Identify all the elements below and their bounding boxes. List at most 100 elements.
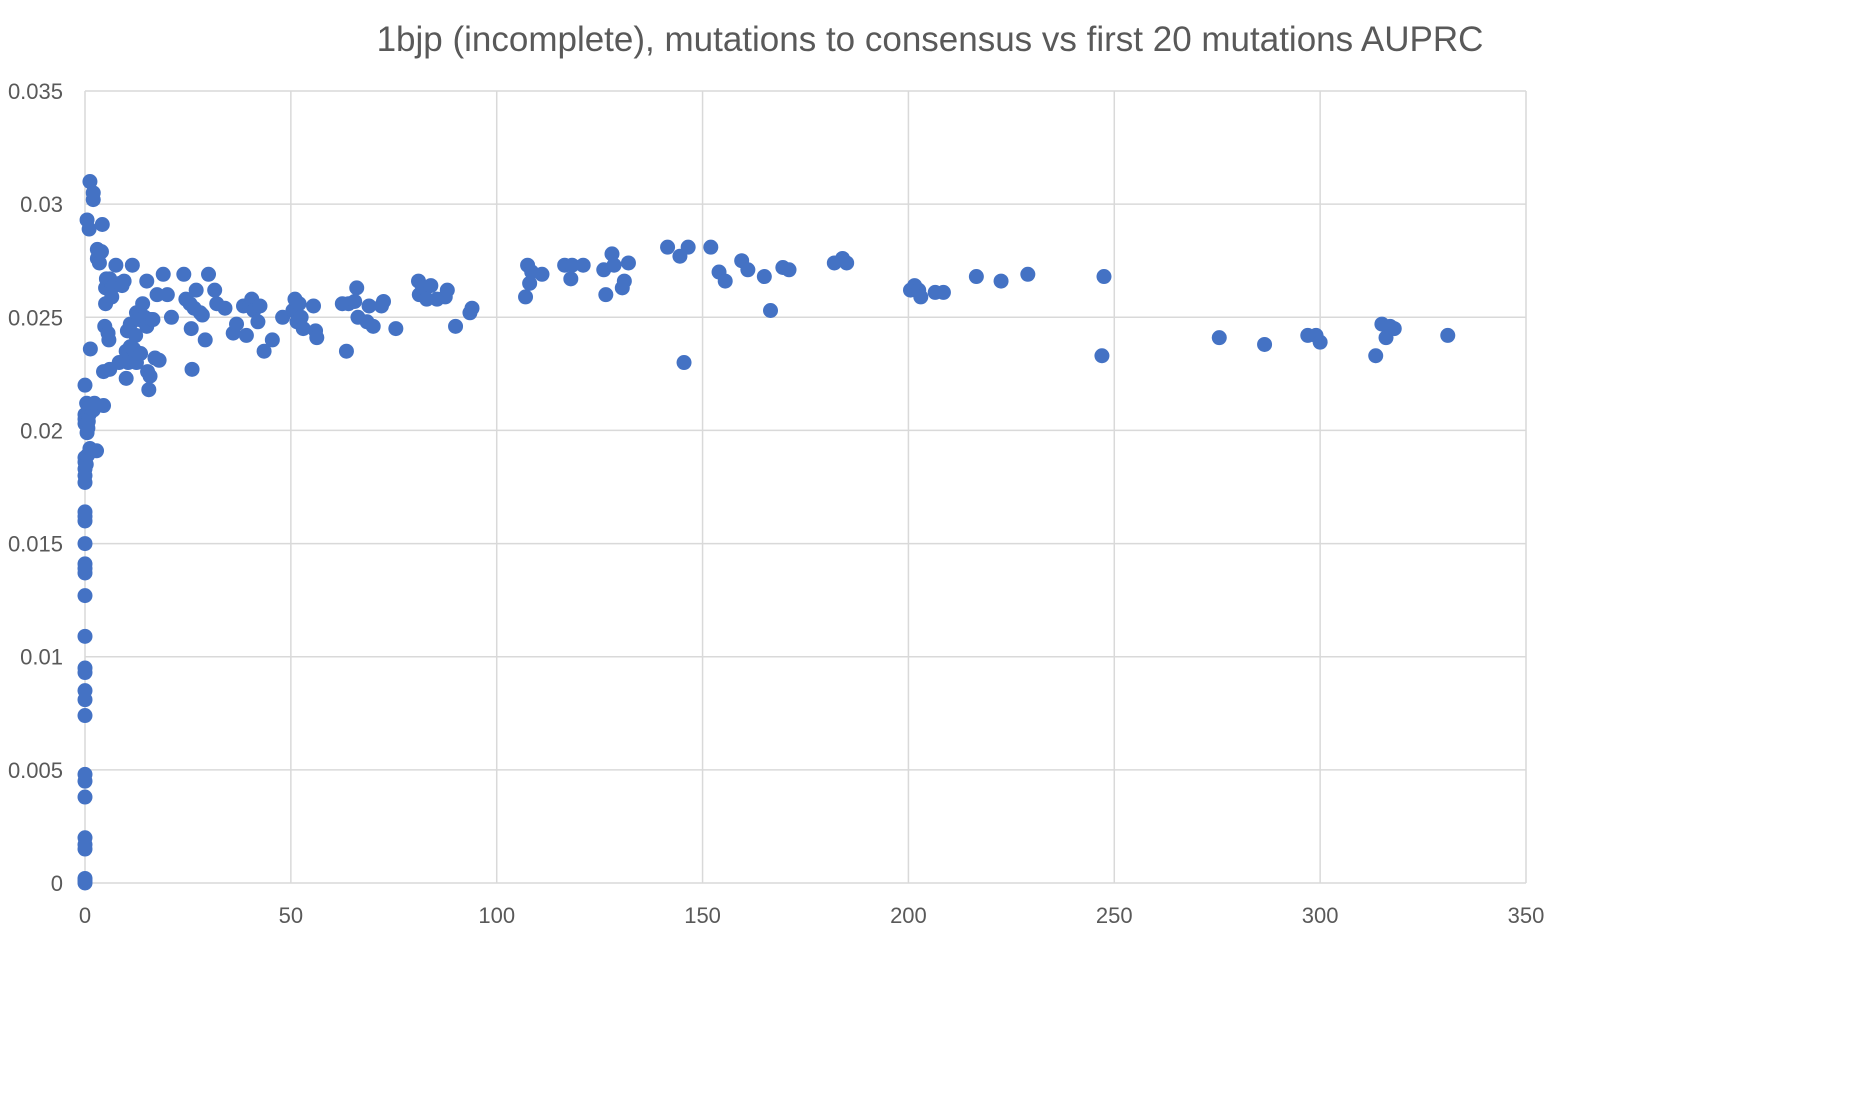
data-point — [116, 273, 132, 289]
y-tick-label: 0.025 — [8, 305, 63, 330]
data-point — [89, 443, 105, 459]
data-point — [151, 352, 167, 368]
data-point — [128, 327, 144, 343]
y-tick-labels: 0 0.005 0.01 0.015 0.02 0.025 0.03 0.035 — [8, 79, 63, 896]
data-point — [365, 318, 381, 334]
data-point — [101, 332, 117, 348]
data-point — [740, 262, 756, 278]
data-point — [77, 628, 93, 644]
data-point — [163, 309, 179, 325]
data-point — [93, 244, 109, 260]
data-point — [606, 257, 622, 273]
y-tick-label: 0.01 — [20, 645, 63, 670]
data-point — [183, 321, 199, 337]
data-point — [108, 257, 124, 273]
data-point — [217, 300, 233, 316]
data-point — [142, 368, 158, 384]
data-point — [85, 185, 101, 201]
data-point — [563, 271, 579, 287]
data-point — [81, 221, 97, 237]
data-point — [207, 282, 223, 298]
data-point — [347, 293, 363, 309]
data-point — [1440, 327, 1456, 343]
data-point — [419, 291, 435, 307]
data-point — [250, 314, 266, 330]
data-point — [993, 273, 1009, 289]
data-point — [176, 266, 192, 282]
data-point — [145, 312, 161, 328]
x-tick-label: 300 — [1302, 903, 1339, 928]
data-point — [1386, 321, 1402, 337]
data-point — [781, 262, 797, 278]
data-point — [660, 239, 676, 255]
data-point — [77, 766, 93, 782]
data-point — [703, 239, 719, 255]
data-point — [564, 257, 580, 273]
y-tick-label: 0.02 — [20, 418, 63, 443]
data-point — [82, 341, 98, 357]
data-points — [77, 174, 1456, 891]
data-point — [77, 683, 93, 699]
data-point — [104, 289, 120, 305]
data-point — [306, 298, 322, 314]
data-point — [77, 870, 93, 886]
data-point — [264, 332, 280, 348]
data-point — [1257, 336, 1273, 352]
data-point — [680, 239, 696, 255]
data-point — [77, 556, 93, 572]
data-point — [133, 345, 149, 361]
data-point — [1096, 269, 1112, 285]
data-point — [159, 287, 175, 303]
data-point — [77, 830, 93, 846]
data-point — [522, 275, 538, 291]
data-point — [375, 293, 391, 309]
data-point — [201, 266, 217, 282]
y-tick-label: 0.015 — [8, 532, 63, 557]
x-tick-label: 0 — [79, 903, 91, 928]
chart-title: 1bjp (incomplete), mutations to consensu… — [376, 20, 1484, 59]
data-point — [423, 278, 439, 294]
x-tick-label: 250 — [1096, 903, 1133, 928]
data-point — [968, 269, 984, 285]
data-point — [118, 370, 134, 386]
data-point — [197, 332, 213, 348]
data-point — [188, 282, 204, 298]
data-point — [464, 300, 480, 316]
data-point — [1368, 348, 1384, 364]
data-point — [620, 255, 636, 271]
data-point — [149, 287, 165, 303]
data-point — [155, 266, 171, 282]
data-point — [77, 660, 93, 676]
x-tick-label: 200 — [890, 903, 927, 928]
data-point — [388, 321, 404, 337]
data-point — [77, 504, 93, 520]
data-point — [1020, 266, 1036, 282]
y-tick-label: 0.035 — [8, 79, 63, 104]
data-point — [238, 327, 254, 343]
data-point — [135, 296, 151, 312]
data-point — [676, 355, 692, 371]
data-point — [604, 246, 620, 262]
data-point — [77, 377, 93, 393]
data-point — [291, 296, 307, 312]
data-point — [229, 316, 245, 332]
data-point — [935, 284, 951, 300]
data-point — [309, 330, 325, 346]
data-point — [839, 255, 855, 271]
y-tick-label: 0.005 — [8, 758, 63, 783]
x-tick-label: 350 — [1508, 903, 1545, 928]
data-point — [575, 257, 591, 273]
data-point — [91, 255, 107, 271]
data-point — [77, 536, 93, 552]
data-point — [349, 280, 365, 296]
x-tick-label: 50 — [279, 903, 303, 928]
data-point — [139, 273, 155, 289]
data-point — [1312, 334, 1328, 350]
data-point — [96, 398, 112, 414]
data-point — [338, 343, 354, 359]
data-point — [1211, 330, 1227, 346]
data-point — [124, 257, 140, 273]
data-point — [361, 298, 377, 314]
data-point — [82, 174, 98, 190]
